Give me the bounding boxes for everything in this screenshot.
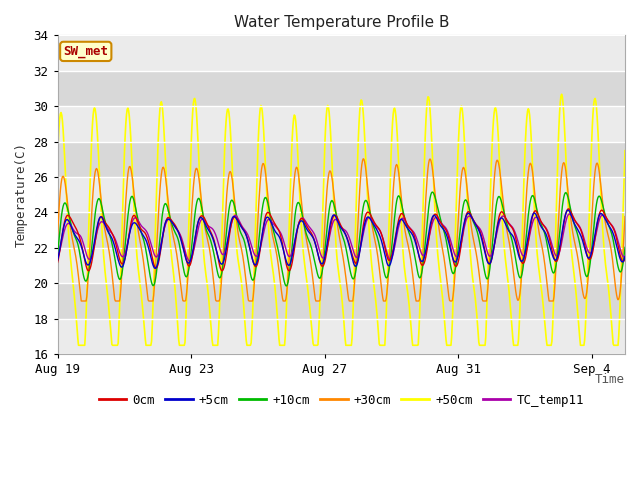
Line: +30cm: +30cm xyxy=(58,159,625,301)
Bar xyxy=(58,71,625,106)
TC_temp11 xyxy=(348,244,356,250)
+5cm xyxy=(118,264,126,270)
Line: +10cm: +10cm xyxy=(58,192,625,286)
TC_temp11 xyxy=(621,253,629,259)
Legend: 0cm, +5cm, +10cm, +30cm, +50cm, TC_temp11: 0cm, +5cm, +10cm, +30cm, +50cm, TC_temp1… xyxy=(94,389,589,412)
+10cm xyxy=(283,283,291,289)
+5cm xyxy=(348,255,356,261)
0cm xyxy=(170,219,177,225)
+30cm xyxy=(348,298,356,304)
+5cm xyxy=(488,255,496,261)
Line: +50cm: +50cm xyxy=(58,94,625,345)
+5cm xyxy=(621,254,629,260)
TC_temp11 xyxy=(54,254,61,260)
+10cm xyxy=(348,275,356,280)
Text: Time: Time xyxy=(595,373,625,386)
+30cm xyxy=(119,249,127,254)
Bar xyxy=(58,177,625,213)
+50cm xyxy=(75,342,83,348)
+10cm xyxy=(621,244,629,250)
Bar xyxy=(58,213,625,248)
+50cm xyxy=(54,155,61,160)
+30cm xyxy=(360,156,367,162)
+10cm xyxy=(428,189,436,195)
Bar xyxy=(58,319,625,354)
+50cm xyxy=(488,144,496,150)
+30cm xyxy=(397,190,404,196)
+5cm xyxy=(396,217,404,223)
0cm xyxy=(396,213,404,218)
+30cm xyxy=(54,232,61,238)
+50cm xyxy=(170,267,177,273)
Text: SW_met: SW_met xyxy=(63,45,108,58)
0cm xyxy=(131,213,139,219)
+30cm xyxy=(621,214,629,219)
+10cm xyxy=(168,223,176,229)
+50cm xyxy=(348,335,356,340)
+10cm xyxy=(131,198,138,204)
TC_temp11 xyxy=(396,219,404,225)
+5cm xyxy=(170,221,177,227)
TC_temp11 xyxy=(566,211,573,217)
+10cm xyxy=(118,268,126,274)
Line: TC_temp11: TC_temp11 xyxy=(58,214,625,261)
0cm xyxy=(621,256,629,262)
+5cm xyxy=(564,207,572,213)
Title: Water Temperature Profile B: Water Temperature Profile B xyxy=(234,15,449,30)
+30cm xyxy=(131,199,139,204)
+50cm xyxy=(131,222,139,228)
+5cm xyxy=(151,265,159,271)
Line: +5cm: +5cm xyxy=(58,210,625,268)
+10cm xyxy=(489,237,497,243)
+10cm xyxy=(54,251,61,257)
+50cm xyxy=(396,193,404,199)
TC_temp11 xyxy=(168,220,176,226)
TC_temp11 xyxy=(131,216,138,221)
TC_temp11 xyxy=(186,258,194,264)
TC_temp11 xyxy=(488,251,496,256)
+50cm xyxy=(558,91,566,97)
TC_temp11 xyxy=(118,254,126,260)
Bar xyxy=(58,106,625,142)
+10cm xyxy=(396,195,404,201)
0cm xyxy=(488,255,496,261)
+5cm xyxy=(131,220,138,226)
Y-axis label: Temperature(C): Temperature(C) xyxy=(15,142,28,247)
0cm xyxy=(54,259,61,265)
0cm xyxy=(348,252,356,257)
0cm xyxy=(119,261,127,266)
Bar xyxy=(58,36,625,71)
+50cm xyxy=(621,148,629,154)
Bar xyxy=(58,283,625,319)
Bar xyxy=(58,248,625,283)
Bar xyxy=(58,142,625,177)
0cm xyxy=(564,206,572,212)
Line: 0cm: 0cm xyxy=(58,209,625,271)
+30cm xyxy=(170,233,177,239)
0cm xyxy=(84,268,92,274)
+5cm xyxy=(54,257,61,263)
+30cm xyxy=(489,200,497,206)
+50cm xyxy=(119,192,127,198)
+30cm xyxy=(77,298,85,304)
